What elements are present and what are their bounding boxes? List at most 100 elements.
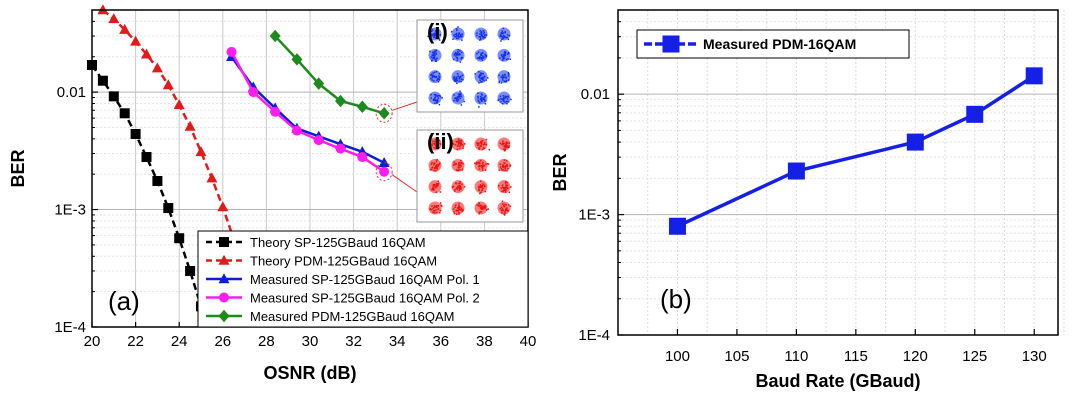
constellation-dot	[506, 165, 508, 167]
constellation-dot	[483, 77, 485, 79]
constellation-dot	[510, 186, 512, 188]
constellation-dot	[503, 189, 506, 191]
constellation-dot	[454, 204, 457, 206]
constellation-dot	[504, 212, 506, 215]
constellation-dot	[456, 29, 458, 32]
constellation-dot	[503, 51, 506, 54]
constellation-dot	[455, 35, 458, 38]
data-point	[313, 135, 324, 146]
constellation-dot	[433, 34, 435, 36]
constellation-dot	[478, 201, 480, 204]
constellation-dot	[478, 82, 480, 84]
constellation-dot	[479, 33, 481, 35]
constellation-dot	[435, 185, 438, 187]
constellation-dot	[507, 96, 510, 98]
legend-marker	[218, 273, 230, 284]
constellation-cluster	[451, 90, 465, 106]
constellation-dot	[507, 58, 509, 60]
constellation-dot	[480, 164, 482, 167]
constellation-dot	[477, 162, 480, 164]
constellation-dot	[440, 205, 443, 207]
constellation-dot	[487, 163, 490, 165]
constellation-dot	[503, 97, 505, 100]
constellation-dot	[507, 52, 510, 54]
constellation-dot	[505, 58, 508, 61]
constellation-dot	[481, 97, 483, 99]
constellation-dot	[434, 183, 436, 186]
constellation-cluster	[497, 48, 512, 62]
legend-a: Theory SP-125GBaud 16QAM Theory PDM-125GB…	[197, 230, 529, 328]
constellation-dot	[480, 211, 483, 213]
constellation-dot	[456, 82, 458, 85]
constellation-dot	[434, 50, 436, 53]
constellation-dot	[500, 209, 503, 211]
constellation-dot	[480, 186, 482, 188]
constellation-dot	[435, 58, 437, 60]
y-tick-label: 1E-3	[54, 202, 86, 219]
constellation-dot	[500, 76, 503, 78]
constellation-dot	[438, 77, 440, 80]
constellation-dot	[504, 162, 506, 164]
constellation-dot	[482, 161, 484, 163]
constellation-dot	[482, 52, 484, 54]
legend-marker	[662, 35, 680, 53]
constellation-dot	[483, 75, 486, 78]
constellation-dot	[479, 192, 481, 195]
constellation-dot	[481, 100, 483, 103]
data-point	[184, 120, 196, 131]
constellation-dot	[452, 58, 455, 61]
constellation-dot	[502, 165, 505, 167]
constellation-dot	[507, 146, 510, 149]
constellation-dot	[437, 36, 440, 38]
data-point	[226, 46, 237, 57]
constellation-dot	[457, 185, 459, 187]
constellation-dot	[455, 163, 457, 166]
constellation-dot	[459, 162, 461, 164]
constellation-cluster	[474, 137, 491, 151]
constellation-dot	[506, 36, 508, 39]
constellation-dot	[510, 98, 512, 101]
data-point	[130, 35, 142, 46]
constellation-dot	[462, 147, 464, 150]
constellation-dot	[433, 36, 435, 38]
constellation-dot	[509, 164, 512, 167]
constellation-dot	[431, 34, 434, 36]
series-b-0	[668, 67, 1043, 235]
constellation-dot	[433, 204, 436, 207]
x-tick-label: 36	[432, 333, 449, 350]
constellation-dot	[504, 95, 507, 98]
constellation-dot	[502, 166, 505, 168]
constellation-dot	[481, 55, 484, 57]
constellation-dot	[509, 58, 512, 61]
constellation-dot	[457, 207, 460, 209]
constellation-dot	[436, 183, 438, 185]
constellation-dot	[504, 101, 506, 103]
constellation-dot	[454, 78, 457, 80]
constellation-dot	[431, 162, 433, 164]
y-tick-label: 1E-4	[578, 327, 610, 344]
constellation-dot	[456, 100, 459, 103]
constellation-dot	[459, 142, 461, 145]
constellation-dot	[504, 31, 506, 34]
x-axis-label: OSNR (dB)	[264, 363, 357, 383]
constellation-dot	[479, 207, 482, 209]
constellation-dot	[460, 51, 463, 54]
constellation-dot	[457, 51, 459, 54]
constellation-dot	[502, 142, 504, 144]
arrow-to-inset	[391, 174, 418, 193]
constellation-dot	[436, 102, 438, 104]
constellation-dot	[475, 163, 478, 165]
constellation-dot	[433, 163, 435, 166]
constellation-dot	[480, 141, 482, 143]
constellation-dot	[479, 145, 481, 148]
constellation-dot	[457, 98, 460, 101]
constellation-cluster	[451, 180, 466, 194]
constellation-dot	[434, 29, 437, 32]
constellation-dot	[433, 71, 436, 74]
constellation-dot	[437, 207, 440, 210]
constellation-dot	[508, 34, 511, 37]
constellation-dot	[431, 29, 434, 31]
data-point	[174, 233, 185, 244]
constellation-dot	[455, 52, 457, 54]
constellation-dot	[459, 185, 461, 187]
